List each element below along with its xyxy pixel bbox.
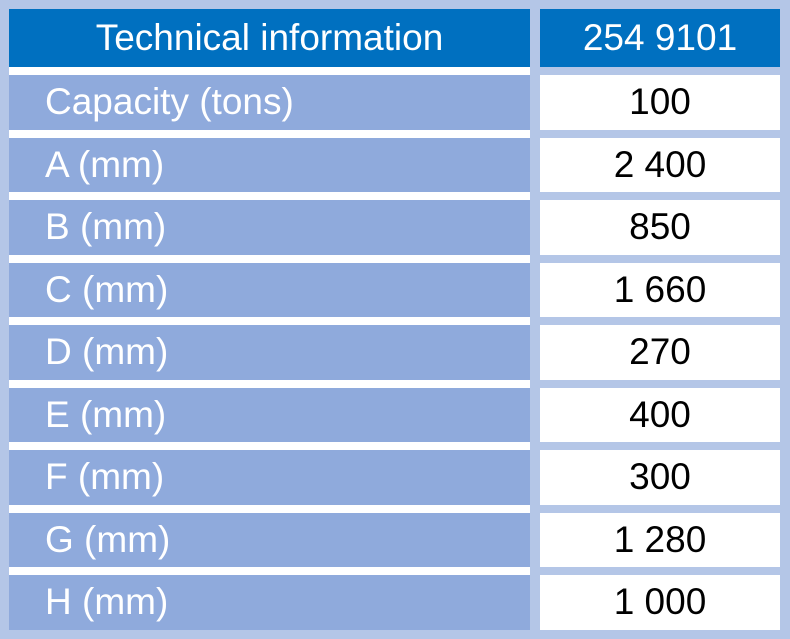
header-label: Technical information xyxy=(9,9,530,75)
row-label: F (mm) xyxy=(9,450,530,513)
table-row: H (mm) 1 000 xyxy=(9,575,780,638)
row-value: 1 280 xyxy=(540,512,780,575)
row-label: H (mm) xyxy=(9,575,530,638)
table-row: C (mm) 1 660 xyxy=(9,262,780,325)
row-value: 100 xyxy=(540,75,780,138)
table-header-row: Technical information 254 9101 xyxy=(9,9,780,75)
row-label: A (mm) xyxy=(9,137,530,200)
row-label: B (mm) xyxy=(9,200,530,263)
row-label: E (mm) xyxy=(9,387,530,450)
row-value: 2 400 xyxy=(540,137,780,200)
row-value: 1 660 xyxy=(540,262,780,325)
table-row: F (mm) 300 xyxy=(9,450,780,513)
table-row: A (mm) 2 400 xyxy=(9,137,780,200)
header-model: 254 9101 xyxy=(540,9,780,75)
row-value: 1 000 xyxy=(540,575,780,638)
row-label: Capacity (tons) xyxy=(9,75,530,138)
row-value: 270 xyxy=(540,325,780,388)
row-label: G (mm) xyxy=(9,512,530,575)
table-row: G (mm) 1 280 xyxy=(9,512,780,575)
table-row: B (mm) 850 xyxy=(9,200,780,263)
row-label: C (mm) xyxy=(9,262,530,325)
row-label: D (mm) xyxy=(9,325,530,388)
table-row: Capacity (tons) 100 xyxy=(9,75,780,138)
table-row: E (mm) 400 xyxy=(9,387,780,450)
table-row: D (mm) 270 xyxy=(9,325,780,388)
row-value: 300 xyxy=(540,450,780,513)
row-value: 850 xyxy=(540,200,780,263)
row-value: 400 xyxy=(540,387,780,450)
technical-info-table: Technical information 254 9101 Capacity … xyxy=(9,9,780,638)
